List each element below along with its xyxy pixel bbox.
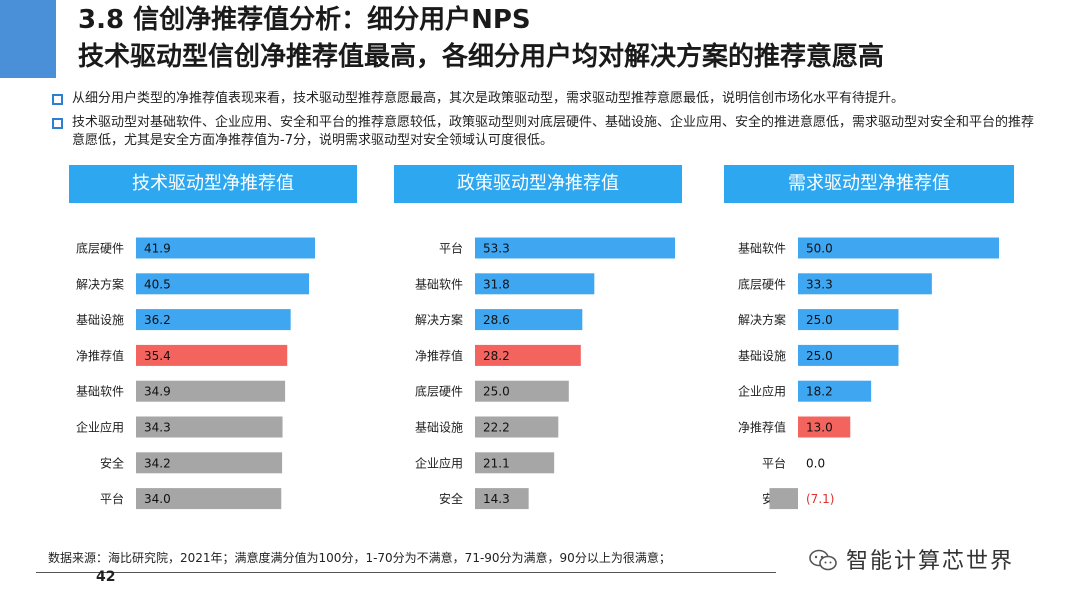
summary-bullet: 技术驱动型对基础软件、企业应用、安全和平台的推荐意愿较低，政策驱动型则对底层硬件… [52,114,1042,150]
square-bullet-icon [52,94,63,105]
summary-bullet-text: 技术驱动型对基础软件、企业应用、安全和平台的推荐意愿较低，政策驱动型则对底层硬件… [72,115,1035,148]
data-label: 18.2 [806,385,833,399]
data-label: 22.2 [483,421,510,435]
bar [475,452,555,474]
bar [136,452,283,474]
category-label: 企业应用 [738,384,786,399]
data-label: 34.2 [144,456,171,470]
bar [475,309,583,331]
brand-name: 智能计算芯世界 [846,549,1015,574]
page-title-line1: 3.8 信创净推荐值分析：细分用户NPS [78,5,531,35]
summary-bullet: 从细分用户类型的净推荐值表现来看，技术驱动型推荐意愿最高，其次是政策驱动型，需求… [52,90,1042,108]
category-label: 平台 [100,491,124,506]
chart-header-policy-driven: 政策驱动型净推荐值 [394,165,682,203]
data-label: 0.0 [806,456,825,470]
category-label: 平台 [762,455,786,470]
data-label: 28.6 [483,313,510,327]
data-label: 14.3 [483,492,510,506]
category-label: 企业应用 [415,455,463,470]
bar-negative [769,488,798,510]
data-label: 28.2 [483,349,510,363]
category-label: 基础设施 [738,349,786,363]
data-label: 13.0 [806,421,833,435]
category-label: 基础软件 [738,242,786,256]
chart-header-tech-driven: 技术驱动型净推荐值 [69,165,357,203]
data-label: 33.3 [806,277,833,291]
data-label: 25.0 [483,385,510,399]
category-label: 基础软件 [415,277,463,291]
chart-header-demand-driven: 需求驱动型净推荐值 [724,165,1014,203]
bar [136,273,310,295]
bar [136,380,286,402]
category-label: 基础设施 [76,313,124,327]
wechat-icon [809,549,837,571]
bar [798,344,899,366]
bar [136,488,282,510]
data-label: 35.4 [144,349,171,363]
category-label: 净推荐值 [415,348,463,363]
category-label: 基础设施 [415,421,463,435]
data-label: 34.3 [144,421,171,435]
category-label: 安全 [439,491,463,506]
category-label: 基础软件 [76,385,124,399]
summary-bullet-text: 从细分用户类型的净推荐值表现来看，技术驱动型推荐意愿最高，其次是政策驱动型，需求… [72,91,905,106]
data-label: 41.9 [144,242,171,256]
bar [798,237,999,259]
bar [136,344,288,366]
category-label: 安全 [100,455,124,470]
category-label: 底层硬件 [415,384,463,399]
bar [136,237,315,259]
bar [798,309,899,331]
bar [798,416,851,438]
bar [798,380,872,402]
bar [475,273,595,295]
data-label: 34.0 [144,492,171,506]
data-label: 21.1 [483,456,510,470]
data-label: 25.0 [806,349,833,363]
category-label: 解决方案 [415,312,463,327]
page-title-line2: 技术驱动型信创净推荐值最高，各细分用户均对解决方案的推荐意愿高 [78,42,885,72]
data-label: 40.5 [144,277,171,291]
category-label: 底层硬件 [76,241,124,256]
summary-bullets: 从细分用户类型的净推荐值表现来看，技术驱动型推荐意愿最高，其次是政策驱动型，需求… [52,90,1042,156]
bar [136,309,291,331]
category-label: 解决方案 [76,276,124,291]
bar [475,488,529,510]
bar [475,237,675,259]
category-label: 底层硬件 [738,276,786,291]
data-label: 34.9 [144,385,171,399]
bar [475,380,569,402]
category-label: 企业应用 [76,420,124,435]
data-label: 31.8 [483,277,510,291]
data-source-note: 数据来源：海比研究院，2021年；满意度满分值为100分，1-70分为不满意，7… [48,551,671,565]
category-label: 解决方案 [738,312,786,327]
category-label: 平台 [439,241,463,256]
bar [475,416,559,438]
data-label: 25.0 [806,313,833,327]
data-label: 53.3 [483,242,510,256]
page-number: 42 [96,569,116,585]
bar [136,416,283,438]
data-label: 36.2 [144,313,171,327]
page-title: 3.8 信创净推荐值分析：细分用户NPS 技术驱动型信创净推荐值最高，各细分用户… [78,2,884,76]
data-label: (7.1) [806,492,834,506]
bar [798,273,932,295]
corner-accent-block [0,0,56,78]
category-label: 净推荐值 [738,420,786,435]
bar [475,344,581,366]
square-bullet-icon [52,118,63,129]
footer-divider [36,572,776,573]
category-label: 净推荐值 [76,348,124,363]
data-label: 50.0 [806,242,833,256]
